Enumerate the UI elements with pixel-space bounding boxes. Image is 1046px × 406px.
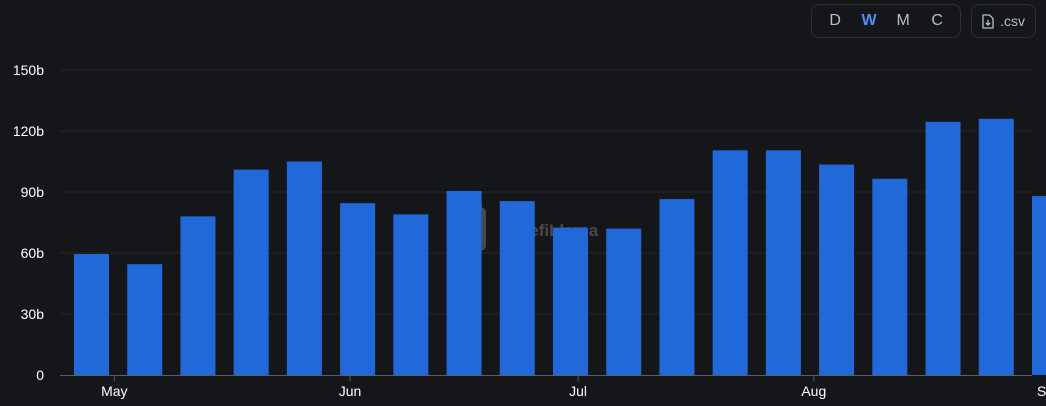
y-tick-label: 90b (21, 184, 45, 200)
period-weekly-button[interactable]: W (852, 6, 886, 36)
period-selector: D W M C (811, 4, 962, 38)
bar[interactable] (819, 164, 855, 375)
y-axis-ticks: 0 30b 60b 90b 120b 150b (13, 62, 44, 383)
bar[interactable] (233, 169, 269, 375)
bar[interactable] (712, 150, 748, 375)
x-tick-label: May (101, 383, 127, 399)
bar[interactable] (978, 118, 1014, 376)
bar[interactable] (765, 150, 801, 375)
y-tick-label: 120b (13, 123, 44, 139)
x-tick-label: Jul (569, 383, 587, 399)
y-tick-label: 0 (36, 367, 44, 383)
y-tick-label: 30b (21, 306, 45, 322)
bar[interactable] (127, 264, 163, 375)
x-tick-label: Jun (339, 383, 362, 399)
bar-series (74, 118, 1046, 376)
csv-label: .csv (1000, 13, 1025, 29)
bar[interactable] (925, 121, 961, 375)
y-tick-label: 150b (13, 62, 44, 78)
period-cumulative-button[interactable]: C (920, 6, 954, 36)
bar[interactable] (393, 214, 429, 375)
bar[interactable] (872, 178, 908, 375)
bar[interactable] (74, 254, 109, 375)
chart-toolbar: D W M C .csv (811, 4, 1036, 38)
download-csv-button[interactable]: .csv (971, 4, 1036, 38)
bar[interactable] (446, 190, 482, 375)
file-download-icon (982, 13, 994, 29)
bar[interactable] (340, 203, 376, 375)
y-tick-label: 60b (21, 245, 45, 261)
period-daily-button[interactable]: D (818, 6, 852, 36)
x-tick-label: Sep (1037, 383, 1046, 399)
grid-lines (60, 69, 1032, 315)
bar[interactable] (180, 216, 216, 375)
bar[interactable] (499, 201, 535, 375)
bar[interactable] (553, 227, 588, 375)
bar[interactable] (1032, 196, 1046, 375)
bar[interactable] (606, 228, 642, 375)
period-monthly-button[interactable]: M (886, 6, 920, 36)
bar[interactable] (659, 199, 695, 375)
x-axis-ticks: May Jun Jul Aug Sep (101, 375, 1046, 399)
bar[interactable] (286, 161, 322, 376)
x-tick-label: Aug (801, 383, 826, 399)
